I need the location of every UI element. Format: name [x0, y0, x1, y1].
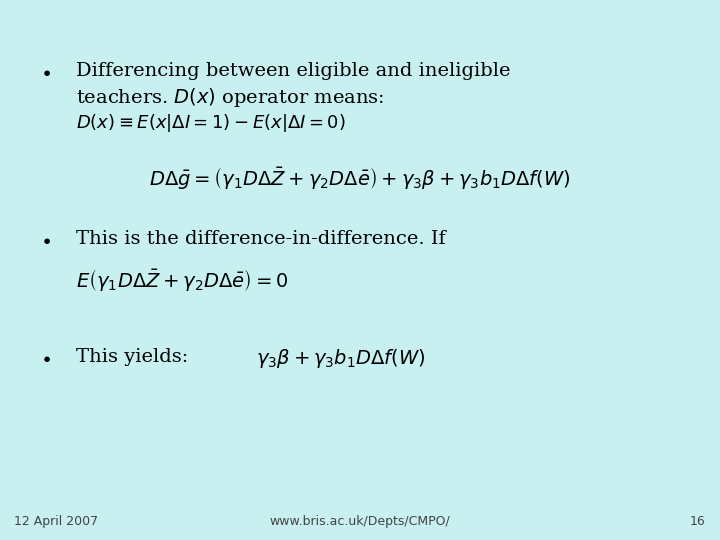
Text: 16: 16: [690, 515, 706, 528]
Text: $E\left(\gamma_1 D\Delta\bar{Z} + \gamma_2 D\Delta\bar{e}\right) = 0$: $E\left(\gamma_1 D\Delta\bar{Z} + \gamma…: [76, 267, 288, 293]
Text: $\bullet$: $\bullet$: [40, 230, 50, 248]
Text: Differencing between eligible and ineligible: Differencing between eligible and inelig…: [76, 62, 510, 80]
Text: This yields:: This yields:: [76, 348, 188, 366]
Text: $\bullet$: $\bullet$: [40, 348, 50, 367]
Text: www.bris.ac.uk/Depts/CMPO/: www.bris.ac.uk/Depts/CMPO/: [269, 515, 451, 528]
Text: 12 April 2007: 12 April 2007: [14, 515, 99, 528]
Text: $D\Delta\bar{g} = \left(\gamma_1 D\Delta\bar{Z} + \gamma_2 D\Delta\bar{e}\right): $D\Delta\bar{g} = \left(\gamma_1 D\Delta…: [149, 165, 571, 191]
Text: This is the difference-in-difference. If: This is the difference-in-difference. If: [76, 230, 446, 247]
Text: $D(x) \equiv E(x|\Delta I{=}1) - E(x|\Delta I{=}0)$: $D(x) \equiv E(x|\Delta I{=}1) - E(x|\De…: [76, 112, 346, 134]
Text: $\gamma_3\beta + \gamma_3 b_1 D\Delta f\left(W\right)$: $\gamma_3\beta + \gamma_3 b_1 D\Delta f\…: [256, 347, 426, 370]
Text: teachers. $D(x)$ operator means:: teachers. $D(x)$ operator means:: [76, 86, 384, 110]
Text: $\bullet$: $\bullet$: [40, 62, 50, 81]
